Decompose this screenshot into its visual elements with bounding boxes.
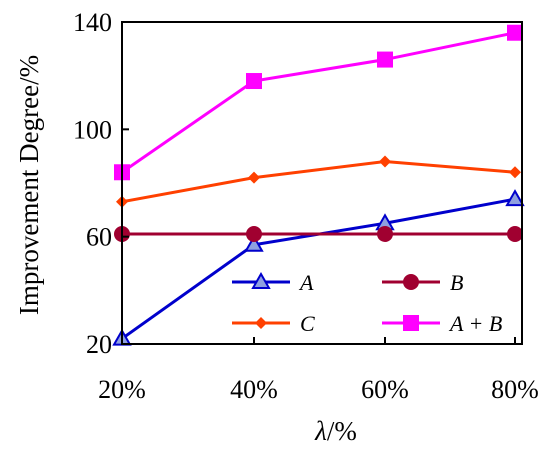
series-2 bbox=[114, 225, 523, 242]
x-axis-title-symbol: λ bbox=[314, 416, 327, 446]
legend-entry: C bbox=[232, 311, 315, 336]
data-point-triangle bbox=[505, 189, 525, 207]
y-tick-label: 100 bbox=[73, 115, 112, 144]
x-tick-label: 60% bbox=[361, 375, 409, 404]
data-point-square bbox=[403, 315, 419, 331]
y-tick-label: 140 bbox=[73, 8, 112, 37]
data-point-square bbox=[507, 24, 523, 41]
y-axis-title: Improvement Degree/% bbox=[14, 55, 44, 315]
legend-entry: A bbox=[232, 270, 314, 295]
series-line bbox=[121, 31, 516, 174]
data-point-diamond bbox=[255, 317, 267, 329]
series-3 bbox=[116, 155, 521, 208]
data-point-square bbox=[377, 51, 393, 68]
data-point-triangle bbox=[244, 234, 264, 252]
legend-label: A bbox=[298, 270, 314, 295]
x-axis-title: λ/% bbox=[314, 416, 357, 446]
plot-marks bbox=[112, 24, 525, 346]
y-axis-ticks: 20 60 100 140 bbox=[73, 8, 129, 359]
data-point-square bbox=[246, 73, 262, 90]
data-point-triangle bbox=[251, 271, 271, 289]
data-point-circle bbox=[246, 225, 262, 242]
legend-label: B bbox=[450, 270, 463, 295]
x-axis-ticks: 20% 40% 60% 80% bbox=[98, 337, 539, 404]
data-point-circle bbox=[507, 225, 523, 242]
data-point-diamond bbox=[509, 166, 521, 179]
data-point-circle bbox=[403, 274, 419, 290]
data-point-diamond bbox=[379, 155, 391, 168]
legend-label: C bbox=[300, 311, 315, 336]
legend: A B C A + B bbox=[232, 270, 502, 336]
legend-label: A + B bbox=[448, 311, 502, 336]
x-tick-label: 80% bbox=[491, 375, 539, 404]
legend-entry: B bbox=[382, 270, 463, 295]
y-tick-label: 20 bbox=[86, 330, 112, 359]
x-tick-label: 40% bbox=[230, 375, 278, 404]
data-point-circle bbox=[377, 225, 393, 242]
x-tick-label: 20% bbox=[98, 375, 146, 404]
x-axis-title-unit: /% bbox=[327, 416, 357, 446]
plot-area-frame bbox=[121, 21, 523, 345]
series-line bbox=[121, 160, 516, 204]
data-point-diamond bbox=[248, 171, 260, 184]
y-tick-label: 60 bbox=[86, 223, 112, 252]
series-4 bbox=[114, 24, 523, 181]
legend-entry: A + B bbox=[382, 311, 502, 336]
